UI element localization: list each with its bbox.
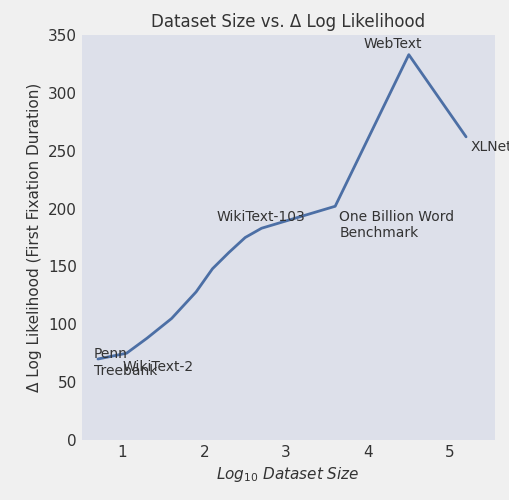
Title: Dataset Size vs. Δ Log Likelihood: Dataset Size vs. Δ Log Likelihood (151, 12, 425, 30)
Text: WebText: WebText (363, 37, 421, 51)
Text: WikiText-103: WikiText-103 (216, 210, 305, 224)
Y-axis label: Δ Log Likelihood (First Fixation Duration): Δ Log Likelihood (First Fixation Duratio… (27, 83, 42, 392)
Text: Penn
Treebank: Penn Treebank (94, 348, 157, 378)
Text: XLNet: XLNet (469, 140, 509, 154)
Text: WikiText-2: WikiText-2 (122, 360, 193, 374)
X-axis label: $Log_{10}$ Dataset Size: $Log_{10}$ Dataset Size (216, 466, 359, 484)
Text: One Billion Word
Benchmark: One Billion Word Benchmark (338, 210, 454, 240)
